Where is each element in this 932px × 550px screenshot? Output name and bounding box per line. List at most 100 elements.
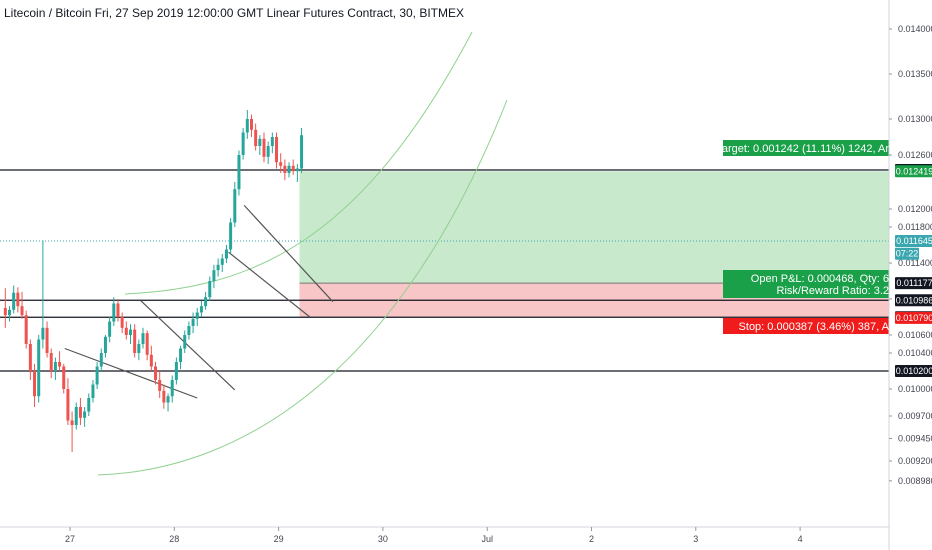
candle-57 xyxy=(241,128,245,160)
candle-14 xyxy=(62,363,66,394)
candle-30 xyxy=(128,324,132,344)
x-tick-6: 3 xyxy=(693,534,698,544)
price-tag-2: 0.011645 xyxy=(895,234,932,247)
y-tick-12: 0.009450 xyxy=(898,434,932,444)
x-tick-0: 27 xyxy=(65,534,75,544)
candle-1 xyxy=(8,306,12,322)
candle-15 xyxy=(66,378,70,425)
candle-8 xyxy=(37,335,41,403)
y-tick-3: 0.012600 xyxy=(898,150,932,160)
candle-28 xyxy=(120,312,124,334)
y-tick-6: 0.011400 xyxy=(898,258,932,268)
svg-text:0.010790: 0.010790 xyxy=(896,313,932,323)
candle-2 xyxy=(12,285,16,314)
trend-line-1[interactable] xyxy=(140,300,236,391)
y-tick-5: 0.011800 xyxy=(898,222,932,232)
candle-67 xyxy=(283,159,287,181)
arc-upper[interactable] xyxy=(124,31,473,295)
x-tick-2: 29 xyxy=(274,534,284,544)
candle-63 xyxy=(266,141,270,164)
candle-12 xyxy=(53,357,57,380)
candle-17 xyxy=(74,402,78,430)
target-label-text-0: Target: 0.001242 (11.11%) 1242, Ar xyxy=(716,143,889,155)
x-tick-5: 2 xyxy=(589,534,594,544)
candle-9 xyxy=(41,240,45,349)
candle-62 xyxy=(262,132,266,163)
candle-6 xyxy=(28,339,32,380)
y-tick-14: 0.008980 xyxy=(898,476,932,486)
candle-34 xyxy=(145,330,149,361)
stop-label-text-0: Stop: 0.000387 (3.46%) 387, A xyxy=(739,321,890,333)
price-tag-7: 0.010790 xyxy=(895,311,932,324)
stop-label[interactable]: Stop: 0.000387 (3.46%) 387, A xyxy=(723,318,898,334)
open-pnl-text-0: Open P&L: 0.000468, Qty: 6 xyxy=(751,273,889,285)
arc-lower[interactable] xyxy=(97,99,508,476)
candle-36 xyxy=(154,362,158,385)
candle-22 xyxy=(95,362,99,389)
y-tick-0: 0.014000 xyxy=(898,24,932,34)
candle-16 xyxy=(70,411,74,452)
candle-43 xyxy=(183,330,187,353)
candle-3 xyxy=(16,287,20,313)
candle-48 xyxy=(204,291,208,310)
candle-42 xyxy=(179,345,183,370)
plot-area[interactable]: Target: 0.001242 (11.11%) 1242, Ar Open P… xyxy=(0,31,898,476)
candle-11 xyxy=(49,348,53,379)
trend-line-3[interactable] xyxy=(228,251,311,318)
price-tag-5: 0.010986 xyxy=(895,294,932,307)
candle-35 xyxy=(149,345,153,371)
candle-24 xyxy=(103,335,107,358)
candle-25 xyxy=(108,317,112,343)
y-tick-8: 0.010600 xyxy=(898,330,932,340)
candle-13 xyxy=(58,351,62,371)
chart-title: Litecoin / Bitcoin Fri, 27 Sep 2019 12:0… xyxy=(4,6,465,20)
y-tick-10: 0.010000 xyxy=(898,384,932,394)
candle-52 xyxy=(220,254,224,272)
candle-59 xyxy=(249,114,253,137)
svg-text:0.011645: 0.011645 xyxy=(896,236,932,246)
candle-4 xyxy=(20,291,24,319)
open-pnl-text-1: Risk/Reward Ratio: 3.2 xyxy=(777,285,890,297)
target-zone xyxy=(299,171,889,284)
candle-31 xyxy=(133,324,137,358)
svg-text:0.010986: 0.010986 xyxy=(896,295,932,305)
candle-71 xyxy=(300,128,304,173)
target-label[interactable]: Target: 0.001242 (11.11%) 1242, Ar xyxy=(716,140,898,156)
trend-line-2[interactable] xyxy=(243,204,334,303)
candle-23 xyxy=(99,348,103,371)
y-tick-4: 0.012000 xyxy=(898,204,932,214)
candle-7 xyxy=(33,363,37,407)
candle-60 xyxy=(254,123,258,151)
candle-69 xyxy=(291,159,295,175)
trend-line-0[interactable] xyxy=(64,347,198,399)
y-tick-1: 0.013500 xyxy=(898,69,932,79)
candle-19 xyxy=(83,407,87,427)
y-tick-11: 0.009700 xyxy=(898,411,932,421)
x-tick-1: 28 xyxy=(169,534,179,544)
price-tag-8: 0.010200 xyxy=(895,365,932,377)
candle-46 xyxy=(195,308,199,326)
candle-37 xyxy=(158,371,162,398)
candle-50 xyxy=(212,264,216,289)
candle-58 xyxy=(245,110,249,139)
price-tag-4: 0.011177 xyxy=(895,277,932,290)
candle-20 xyxy=(87,393,91,416)
x-tick-4: Jul xyxy=(481,534,493,544)
x-tick-3: 30 xyxy=(378,534,388,544)
price-tag-3: 07:22 xyxy=(895,247,919,260)
svg-text:0.010200: 0.010200 xyxy=(896,366,932,376)
candle-64 xyxy=(270,132,274,154)
candle-32 xyxy=(137,339,141,361)
candle-27 xyxy=(116,299,120,322)
candle-39 xyxy=(166,393,170,412)
svg-text:07:22: 07:22 xyxy=(896,249,919,259)
candle-66 xyxy=(279,153,283,173)
candle-49 xyxy=(208,276,212,301)
candle-53 xyxy=(224,245,228,263)
y-tick-9: 0.010400 xyxy=(898,348,932,358)
candle-10 xyxy=(45,321,49,358)
candle-54 xyxy=(229,218,233,254)
